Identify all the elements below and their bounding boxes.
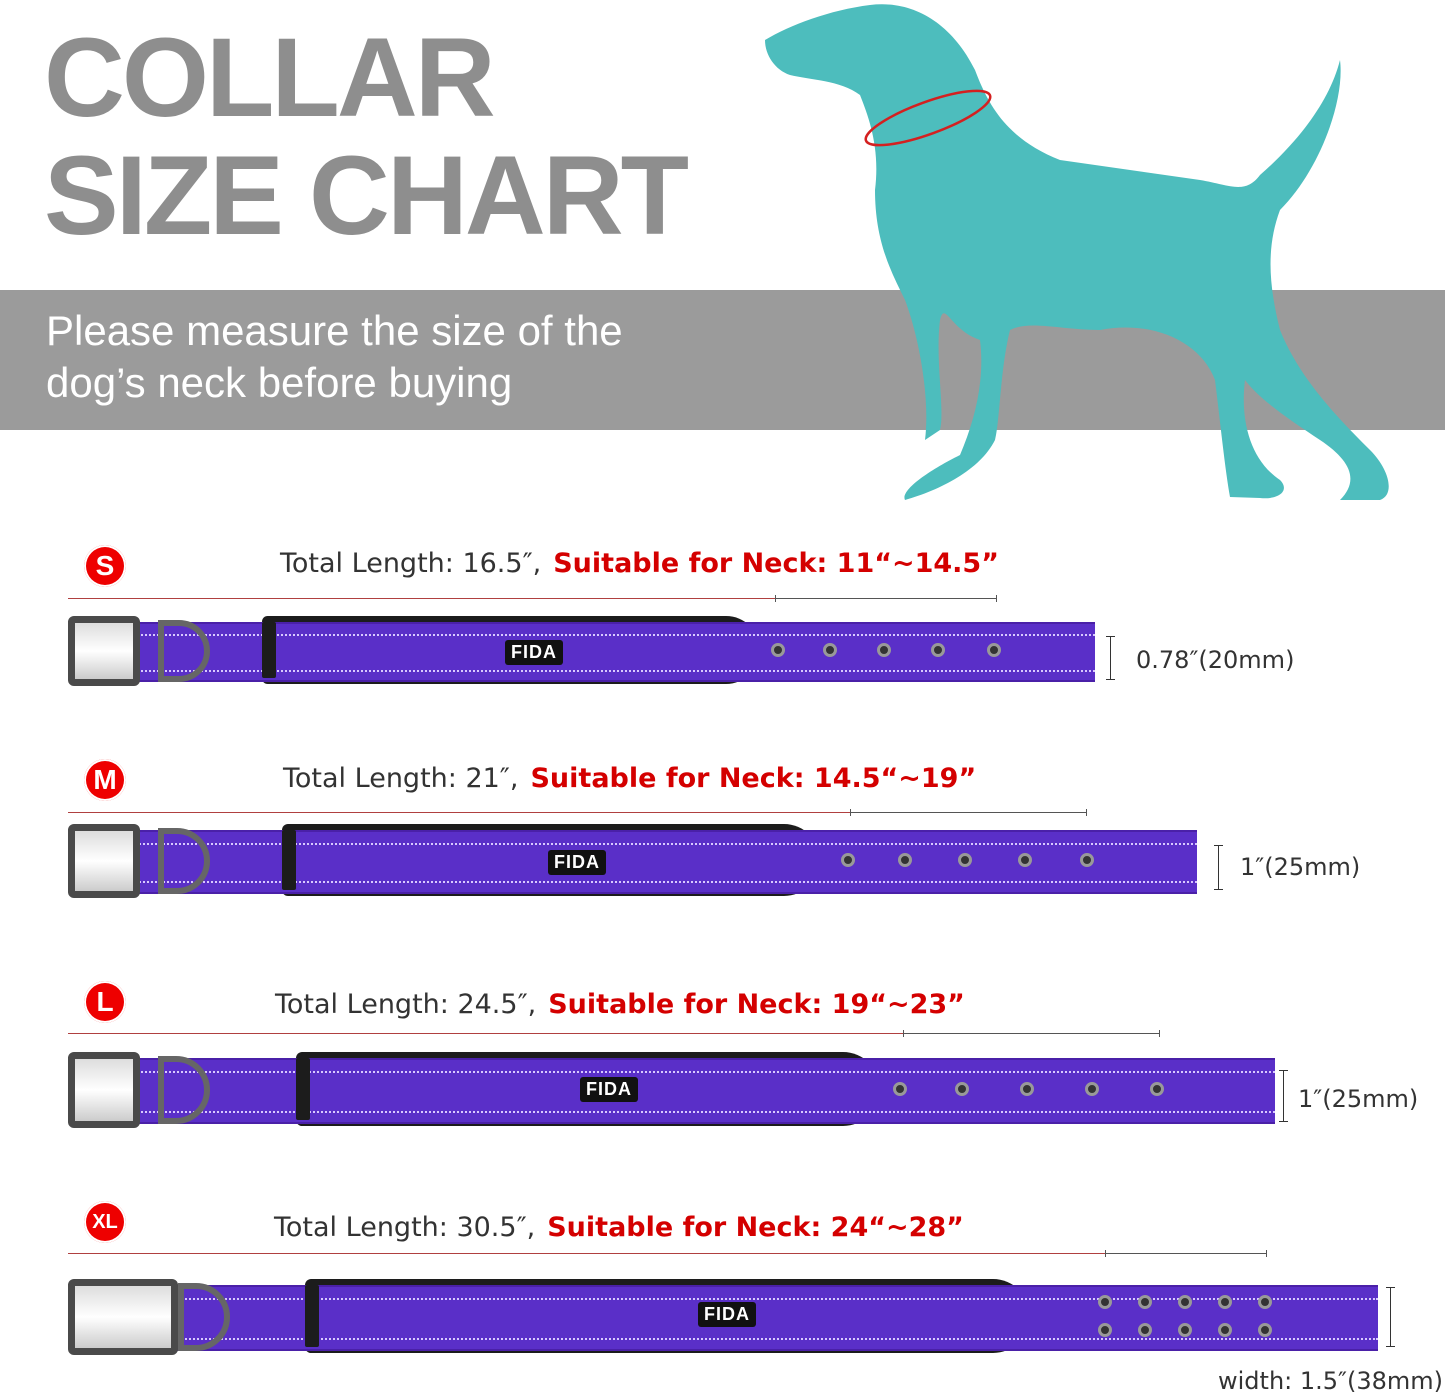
instruction-line-1: Please measure the size of the	[46, 307, 623, 354]
size-info: Total Length: 24.5″, Suitable for Neck: 1…	[275, 989, 965, 1020]
eyelet-hole	[1258, 1323, 1272, 1337]
eyelet-hole	[1150, 1082, 1164, 1096]
eyelet-hole	[1218, 1323, 1232, 1337]
eyelet-hole	[771, 643, 785, 657]
keeper-loop	[305, 1285, 319, 1347]
width-marker	[1106, 636, 1115, 680]
eyelet-hole	[823, 643, 837, 657]
total-length-ruler	[68, 812, 850, 813]
eyelet-hole	[1018, 853, 1032, 867]
eyelet-hole	[1258, 1295, 1272, 1309]
keeper-loop	[296, 1058, 310, 1120]
eyelet-hole	[1098, 1295, 1112, 1309]
width-label: width: 1.5″(38mm)	[1218, 1367, 1444, 1395]
neck-range-text: Suitable for Neck: 14.5“~19”	[530, 763, 977, 794]
total-length-text: Total Length: 16.5″,	[280, 548, 542, 579]
eyelet-hole	[1080, 853, 1094, 867]
reflective-stitch	[110, 1110, 1275, 1113]
size-info: Total Length: 21″, Suitable for Neck: 14.…	[283, 763, 976, 794]
eyelet-hole	[1098, 1323, 1112, 1337]
neck-range-text: Suitable for Neck: 24“~28”	[547, 1212, 964, 1243]
size-badge: S	[84, 545, 126, 587]
collar-strap	[110, 622, 1095, 682]
eyelet-hole	[841, 853, 855, 867]
width-marker	[1386, 1287, 1395, 1347]
reflective-stitch	[110, 634, 1095, 637]
keeper-loop	[282, 830, 296, 890]
eyelet-hole	[1020, 1082, 1034, 1096]
eyelet-hole	[898, 853, 912, 867]
title-line-1: COLLAR	[44, 15, 496, 140]
total-length-text: Total Length: 24.5″,	[275, 989, 537, 1020]
d-ring-icon	[158, 1056, 210, 1124]
eyelet-hole	[877, 643, 891, 657]
title-line-2: SIZE CHART	[44, 133, 689, 258]
reflective-stitch	[110, 881, 1197, 884]
eyelet-hole	[1178, 1295, 1192, 1309]
eyelet-hole	[1218, 1295, 1232, 1309]
size-badge: XL	[84, 1201, 126, 1243]
eyelet-hole	[1138, 1295, 1152, 1309]
total-length-ruler	[68, 1253, 1105, 1254]
eyelet-hole	[958, 853, 972, 867]
eyelet-hole	[931, 643, 945, 657]
total-length-ruler	[68, 598, 775, 599]
instruction-line-2: dog’s neck before buying	[46, 359, 513, 406]
eyelet-hole	[987, 643, 1001, 657]
neck-range-text: Suitable for Neck: 11“~14.5”	[553, 548, 999, 579]
eyelet-hole	[1178, 1323, 1192, 1337]
reflective-stitch	[110, 1071, 1275, 1074]
size-badge: L	[84, 981, 126, 1023]
buckle-icon	[68, 1279, 178, 1355]
buckle-icon	[68, 616, 140, 686]
collar-strap	[110, 830, 1197, 894]
brand-logo: FIDA	[580, 1077, 638, 1102]
total-length-text: Total Length: 30.5″,	[274, 1212, 536, 1243]
total-length-ruler	[68, 1033, 903, 1034]
reflective-stitch	[110, 1298, 1378, 1301]
width-label: 1″(25mm)	[1298, 1085, 1419, 1113]
d-ring-icon	[178, 1283, 230, 1351]
reflective-stitch	[110, 842, 1197, 845]
eyelet-hole	[893, 1082, 907, 1096]
size-info: Total Length: 30.5″, Suitable for Neck: 2…	[274, 1212, 964, 1243]
brand-logo: FIDA	[548, 850, 606, 875]
reflective-stitch	[110, 1337, 1378, 1340]
buckle-icon	[68, 1052, 140, 1128]
width-label: 1″(25mm)	[1240, 853, 1361, 881]
size-badge: M	[84, 759, 126, 801]
buckle-icon	[68, 824, 140, 898]
adjustable-range-ruler	[775, 595, 997, 602]
eyelet-hole	[955, 1082, 969, 1096]
brand-logo: FIDA	[698, 1302, 756, 1327]
adjustable-range-ruler	[1105, 1250, 1267, 1257]
reflective-stitch	[110, 669, 1095, 672]
eyelet-hole	[1138, 1323, 1152, 1337]
eyelet-hole	[1085, 1082, 1099, 1096]
keeper-loop	[262, 622, 276, 678]
d-ring-icon	[158, 828, 210, 894]
collar-strap	[110, 1058, 1275, 1124]
width-label: 0.78″(20mm)	[1136, 646, 1295, 674]
total-length-text: Total Length: 21″,	[283, 763, 519, 794]
neck-measure-ring-icon	[864, 89, 992, 147]
brand-logo: FIDA	[505, 640, 563, 665]
neck-range-text: Suitable for Neck: 19“~23”	[548, 989, 965, 1020]
d-ring-icon	[158, 620, 210, 682]
dog-silhouette-icon	[765, 4, 1389, 501]
width-marker	[1279, 1070, 1288, 1122]
size-info: Total Length: 16.5″, Suitable for Neck: 1…	[280, 548, 999, 579]
adjustable-range-ruler	[850, 809, 1087, 816]
width-marker	[1214, 845, 1223, 890]
adjustable-range-ruler	[903, 1030, 1160, 1037]
